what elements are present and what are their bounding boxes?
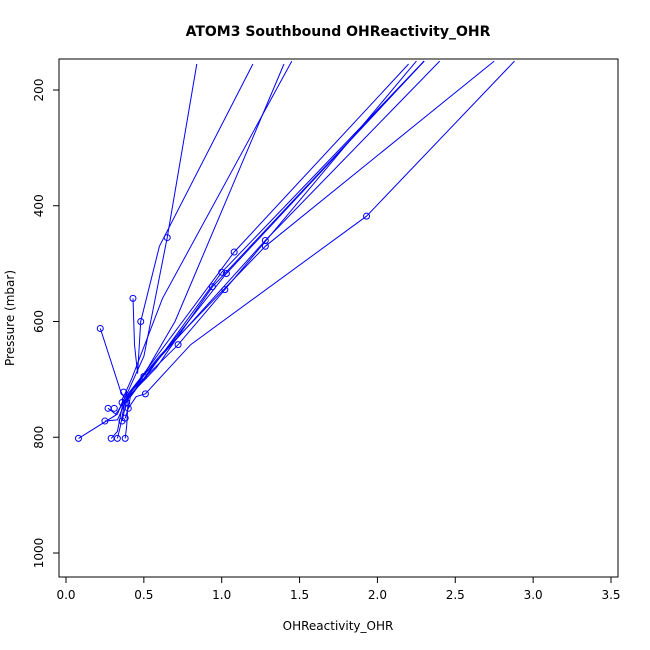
data-point [121, 434, 129, 442]
y-tick-label: 1000 [32, 538, 46, 569]
series-line [99, 60, 293, 398]
y-axis-label: Pressure (mbar) [3, 270, 17, 366]
data-point [174, 341, 182, 349]
x-tick-label: 0.5 [134, 588, 153, 602]
series-line [124, 60, 425, 439]
series-line [104, 63, 285, 422]
axes: 0.0 0.5 1.0 1.5 2.0 2.5 3.0 3.5 200 400 600 800 1000 [32, 79, 621, 602]
data-point [222, 269, 230, 277]
y-tick-label: 600 [32, 310, 46, 333]
series-line [121, 60, 495, 422]
data-point [110, 404, 118, 412]
data-point [96, 324, 104, 332]
data-point [113, 434, 121, 442]
series-line [78, 63, 198, 439]
data-point [230, 248, 238, 256]
x-tick-label: 2.5 [446, 588, 465, 602]
data-point [141, 390, 149, 398]
data-point [208, 283, 216, 291]
x-tick-label: 3.0 [524, 588, 543, 602]
series-line [124, 60, 417, 419]
data-point [74, 434, 82, 442]
x-tick-label: 0.0 [56, 588, 75, 602]
x-tick-label: 1.0 [212, 588, 231, 602]
data-point [163, 234, 171, 242]
data-point [363, 212, 371, 220]
data-point [137, 318, 145, 325]
series-layer [78, 60, 515, 439]
y-tick-label: 200 [32, 79, 46, 102]
data-point [120, 388, 128, 396]
marker-layer [74, 212, 371, 442]
data-point [140, 372, 148, 380]
y-tick-label: 800 [32, 426, 46, 449]
data-point [221, 286, 229, 294]
x-axis-label: OHReactivity_OHR [283, 619, 394, 633]
y-tick-label: 400 [32, 194, 46, 217]
data-point [129, 294, 137, 302]
data-point [261, 242, 269, 250]
x-tick-label: 1.5 [290, 588, 309, 602]
chart-title: ATOM3 Southbound OHReactivity_OHR [186, 24, 491, 40]
data-point [101, 417, 109, 425]
data-point [107, 434, 115, 442]
series-line [116, 60, 441, 439]
data-point [218, 268, 226, 276]
x-tick-label: 2.0 [368, 588, 387, 602]
series-line [132, 63, 254, 374]
data-point [121, 414, 129, 422]
data-point [124, 404, 132, 412]
series-line [127, 60, 515, 409]
plot-frame [58, 58, 619, 578]
x-tick-label: 3.5 [601, 588, 620, 602]
